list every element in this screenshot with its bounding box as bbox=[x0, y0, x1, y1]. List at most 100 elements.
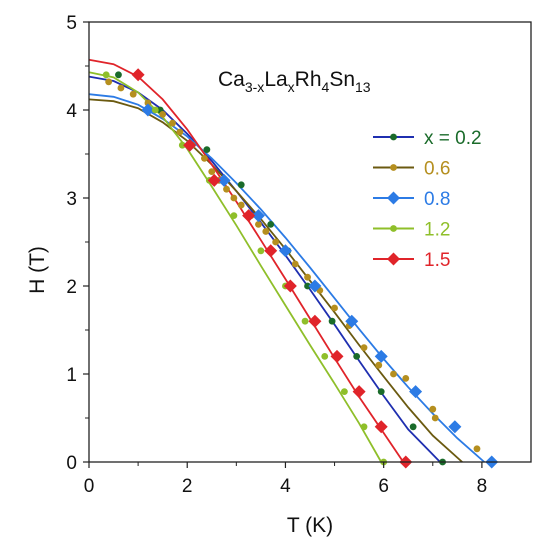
data-markers bbox=[102, 68, 499, 469]
data-point-series-4 bbox=[131, 68, 145, 82]
data-point-series-1 bbox=[255, 220, 262, 228]
data-point-series-3 bbox=[178, 141, 186, 149]
data-point-series-4 bbox=[308, 314, 322, 328]
data-point-series-1 bbox=[201, 154, 208, 162]
data-point-series-2 bbox=[374, 349, 388, 363]
chart-title: Ca3-xLaxRh4Sn13 bbox=[218, 68, 371, 95]
data-point-series-1 bbox=[272, 238, 280, 246]
data-point-series-0 bbox=[409, 423, 417, 431]
fit-curve-series-1 bbox=[88, 98, 463, 463]
legend: x = 0.2 0.6 0.8 1.2 1.5 bbox=[373, 128, 482, 271]
data-point-series-2 bbox=[345, 314, 359, 328]
y-tick-label: 3 bbox=[66, 189, 77, 210]
axis-ticks: 0 2 4 6 8 0 1 2 3 4 5 bbox=[66, 13, 487, 497]
title-subscript: 3-x bbox=[245, 79, 264, 95]
data-point-series-4 bbox=[374, 420, 388, 434]
data-point-series-2 bbox=[409, 385, 423, 399]
data-point-series-1 bbox=[237, 201, 245, 209]
y-tick-label: 2 bbox=[66, 277, 77, 298]
y-tick-label: 4 bbox=[66, 101, 77, 122]
data-point-series-4 bbox=[264, 244, 278, 258]
legend-label: 0.6 bbox=[424, 159, 450, 180]
data-point-series-1 bbox=[360, 344, 368, 352]
data-point-series-1 bbox=[117, 84, 125, 92]
data-point-series-3 bbox=[230, 212, 238, 220]
title-text: La bbox=[264, 68, 288, 91]
data-point-series-3 bbox=[151, 106, 159, 114]
data-point-series-1 bbox=[429, 405, 437, 413]
data-point-series-0 bbox=[267, 220, 275, 228]
fit-curve-series-2 bbox=[88, 93, 485, 463]
legend-label: 1.5 bbox=[424, 250, 450, 271]
data-point-series-4 bbox=[283, 279, 297, 293]
data-point-series-2 bbox=[278, 244, 292, 258]
data-point-series-2 bbox=[217, 173, 231, 187]
title-subscript: 13 bbox=[355, 79, 371, 95]
x-tick-label: 2 bbox=[182, 476, 193, 497]
data-point-series-4 bbox=[207, 173, 221, 187]
x-tick-label: 4 bbox=[280, 476, 291, 497]
y-tick-label: 1 bbox=[66, 365, 77, 386]
data-point-series-1 bbox=[176, 128, 184, 136]
data-point-series-1 bbox=[291, 260, 299, 268]
data-point-series-1 bbox=[144, 99, 152, 107]
x-tick-label: 6 bbox=[378, 476, 389, 497]
data-point-series-1 bbox=[223, 185, 230, 193]
data-point-series-1 bbox=[331, 304, 338, 312]
data-point-series-1 bbox=[230, 194, 238, 202]
data-point-series-0 bbox=[304, 282, 311, 290]
data-point-series-1 bbox=[431, 414, 439, 422]
fit-curve-series-4 bbox=[88, 58, 405, 463]
y-axis-title: H (T) bbox=[26, 246, 49, 294]
data-point-series-2 bbox=[251, 209, 265, 223]
data-point-series-3 bbox=[321, 352, 329, 360]
data-point-series-0 bbox=[328, 317, 336, 325]
data-point-series-3 bbox=[102, 71, 110, 79]
data-point-series-2 bbox=[448, 420, 462, 434]
data-point-series-0 bbox=[203, 146, 211, 154]
x-tick-label: 8 bbox=[477, 476, 488, 497]
data-point-series-1 bbox=[473, 445, 481, 453]
fit-curve-series-0 bbox=[88, 75, 441, 463]
x-axis-title: T (K) bbox=[287, 514, 333, 537]
data-point-series-0 bbox=[377, 388, 385, 396]
data-point-series-3 bbox=[301, 317, 309, 325]
x-tick-label: 0 bbox=[84, 476, 95, 497]
data-point-series-0 bbox=[237, 181, 245, 189]
y-tick-label: 5 bbox=[66, 13, 77, 34]
data-point-series-2 bbox=[308, 279, 322, 293]
legend-label: 0.8 bbox=[424, 189, 450, 210]
data-point-series-4 bbox=[242, 209, 256, 223]
data-point-series-0 bbox=[353, 352, 361, 360]
legend-marker bbox=[390, 225, 397, 232]
title-subscript: x bbox=[288, 79, 295, 95]
legend-marker bbox=[387, 191, 400, 205]
data-point-series-1 bbox=[375, 361, 383, 369]
data-point-series-0 bbox=[115, 71, 122, 79]
data-point-series-3 bbox=[257, 247, 265, 255]
title-text: Sn bbox=[329, 68, 355, 91]
y-tick-label: 0 bbox=[66, 453, 77, 474]
data-point-series-1 bbox=[304, 273, 311, 281]
data-point-series-1 bbox=[169, 119, 176, 127]
fit-curve-series-3 bbox=[88, 71, 382, 463]
data-point-series-1 bbox=[402, 374, 410, 382]
legend-label: x = 0.2 bbox=[424, 128, 482, 149]
data-point-series-3 bbox=[340, 388, 348, 396]
data-point-series-1 bbox=[262, 228, 270, 235]
legend-label: 1.2 bbox=[424, 220, 450, 241]
title-subscript: 4 bbox=[322, 79, 330, 95]
data-point-series-1 bbox=[390, 370, 397, 378]
data-point-series-1 bbox=[208, 168, 216, 176]
legend-marker bbox=[387, 252, 400, 266]
data-point-series-4 bbox=[352, 385, 366, 399]
data-point-series-1 bbox=[159, 110, 167, 118]
title-text: Rh bbox=[295, 68, 322, 91]
legend-marker bbox=[390, 133, 397, 141]
data-point-series-4 bbox=[183, 138, 197, 152]
title-text: Ca bbox=[218, 68, 245, 91]
data-point-series-3 bbox=[360, 423, 368, 431]
data-point-series-1 bbox=[105, 78, 113, 86]
legend-marker bbox=[390, 164, 397, 171]
